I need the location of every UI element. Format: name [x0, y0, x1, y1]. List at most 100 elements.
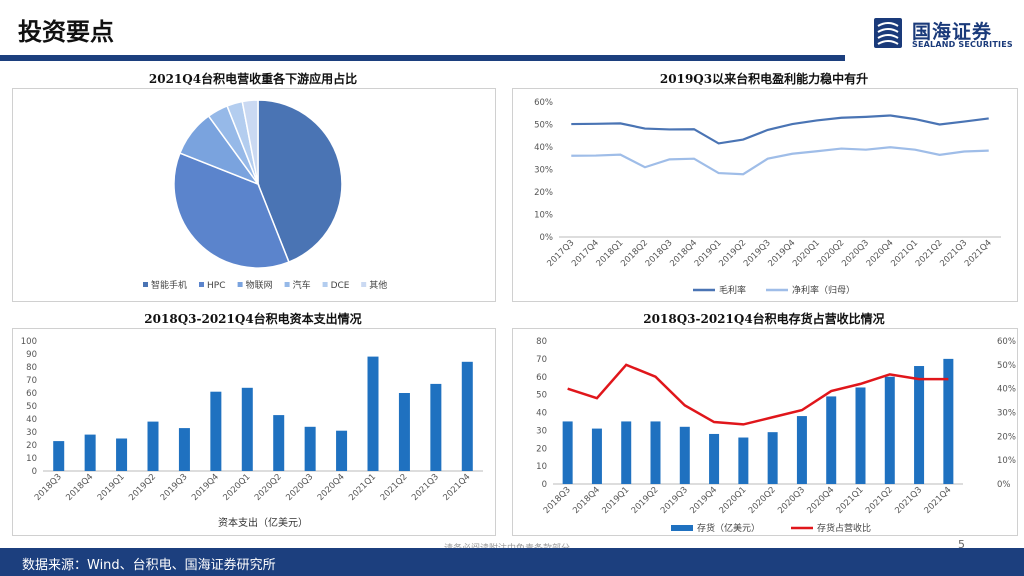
x-tick-label: 2021Q4	[441, 472, 472, 503]
x-axis-title: 资本支出（亿美元）	[218, 516, 308, 529]
chart2-panel: 0% 10% 20% 30% 40% 50% 60% 2017Q3 2017Q4 2018Q1 20…	[512, 88, 1018, 302]
x-tick-label: 2020Q1	[718, 485, 749, 516]
x-tick-label: 2019Q2	[127, 472, 158, 503]
y-tick-label: 10%	[534, 211, 553, 221]
series-line-2	[571, 146, 989, 176]
pie-slice	[257, 99, 343, 264]
chart3-title: 2018Q3-2021Q4台积电资本支出情况	[144, 312, 362, 326]
x-tick-label: 2020Q4	[805, 485, 836, 516]
series-line-1	[571, 114, 989, 145]
bar	[304, 426, 316, 471]
pie-slice	[241, 99, 259, 185]
bar	[461, 361, 473, 471]
chart2-title: 2019Q3以来台积电盈利能力稳中有升	[659, 72, 869, 86]
x-tick-label: 2021Q4	[963, 238, 994, 269]
y-tick-label: 0	[542, 480, 547, 490]
pie-chart: 智能手机 HPC 物联网 汽车 DCE 其他	[143, 99, 387, 291]
legend-marker	[671, 525, 693, 531]
x-tick-label: 2018Q4	[571, 485, 602, 516]
legend-marker	[237, 282, 243, 287]
bar	[336, 430, 348, 471]
y-tick-label: 20	[536, 444, 547, 454]
y-tick-label: 60%	[534, 98, 553, 108]
bar	[826, 396, 837, 484]
bar	[914, 366, 925, 484]
legend-marker	[322, 282, 328, 287]
y-tick-label: 80	[536, 337, 547, 347]
y-tick-label: 10	[536, 462, 547, 472]
bar	[621, 421, 632, 484]
x-tick-label: 2021Q1	[347, 472, 378, 503]
bar	[650, 421, 661, 484]
y-tick-label: 90	[26, 350, 37, 360]
legend-marker	[199, 282, 204, 287]
chart1-panel: 智能手机 HPC 物联网 汽车 DCE 其他	[12, 88, 496, 302]
y-tick-label: 50%	[534, 121, 553, 131]
bar	[367, 356, 379, 471]
data-source-text: 数据来源：Wind、台积电、国海证券研究所	[22, 558, 276, 573]
bar	[210, 391, 222, 471]
line-chart: 0%10%20%30%40%50%60%2017Q32017Q42018Q120…	[534, 98, 1001, 296]
chart4-title: 2018Q3-2021Q4台积电存货占营收比情况	[643, 312, 885, 326]
bar	[884, 376, 895, 484]
x-tick-label: 2021Q2	[379, 472, 410, 503]
y-tick-label: 70	[26, 376, 37, 386]
x-tick-label: 2021Q3	[410, 472, 441, 503]
y-tick-label: 30	[26, 428, 37, 438]
y2-tick-label: 40%	[997, 385, 1016, 395]
x-tick-label: 2018Q3	[33, 472, 64, 503]
x-tick-label: 2019Q4	[190, 472, 221, 503]
x-tick-label: 2019Q1	[600, 485, 631, 516]
header-divider	[0, 55, 845, 61]
bar	[116, 438, 128, 471]
legend-label: 汽车	[293, 279, 311, 291]
y-tick-label: 40	[536, 409, 547, 419]
bar	[562, 421, 573, 484]
x-tick-label: 2021Q4	[923, 485, 954, 516]
pie-slice	[173, 152, 290, 269]
chart3-panel: 0 10 20 30 40 50 60 70 80 90 100 2018Q3 2018Q4 2019Q1…	[12, 328, 496, 536]
bar	[943, 358, 954, 484]
bar	[84, 434, 96, 471]
legend-label: HPC	[207, 281, 225, 291]
y-tick-label: 20	[26, 441, 37, 451]
x-tick-label: 2020Q2	[253, 472, 284, 503]
bar	[767, 432, 778, 484]
x-tick-label: 2020Q1	[221, 472, 252, 503]
legend-marker	[284, 282, 290, 287]
y-tick-label: 70	[536, 355, 547, 365]
y-tick-label: 10	[26, 454, 37, 464]
logo-en-text: SEALAND SECURITIES	[912, 40, 1013, 49]
chart4-panel: 0 10 20 30 40 50 60 70 80 0% 10% 20% 30% 40% 50% 60% 201…	[512, 328, 1018, 536]
x-tick-label: 2020Q3	[284, 472, 315, 503]
combo-chart: 0 10 20 30 40 50 60 70 80 0% 10% 20% 30% 40% 50% 60% 201…	[536, 337, 1016, 534]
x-tick-label: 2020Q4	[316, 472, 347, 503]
sealand-logo-mark-icon	[874, 18, 902, 48]
bar	[398, 393, 410, 471]
bar	[178, 428, 190, 471]
x-tick-label: 2019Q2	[630, 485, 661, 516]
legend-marker	[143, 282, 148, 287]
legend-label: 其他	[369, 279, 387, 291]
legend-marker	[361, 282, 367, 287]
legend-label: 物联网	[246, 279, 273, 291]
x-tick-label: 2019Q3	[659, 485, 690, 516]
legend-label: 存货（亿美元）	[697, 522, 760, 534]
logo-cn-text: 国海证券	[912, 21, 993, 43]
bar	[273, 415, 285, 471]
y2-tick-label: 30%	[997, 409, 1016, 419]
bar	[709, 433, 720, 484]
y-tick-label: 20%	[534, 188, 553, 198]
legend-label: 毛利率	[719, 284, 746, 296]
y2-tick-label: 0%	[997, 480, 1011, 490]
legend-label: DCE	[331, 281, 350, 291]
x-tick-label: 2018Q4	[64, 472, 95, 503]
y2-tick-label: 20%	[997, 432, 1016, 442]
y-tick-label: 0%	[540, 233, 554, 243]
chart1-title: 2021Q4台积电营收重各下游应用占比	[148, 72, 358, 86]
y-tick-label: 30%	[534, 166, 553, 176]
x-tick-label: 2021Q3	[893, 485, 924, 516]
page-title: 投资要点	[18, 18, 114, 46]
x-tick-label: 2020Q3	[776, 485, 807, 516]
y-tick-label: 0	[32, 467, 37, 477]
